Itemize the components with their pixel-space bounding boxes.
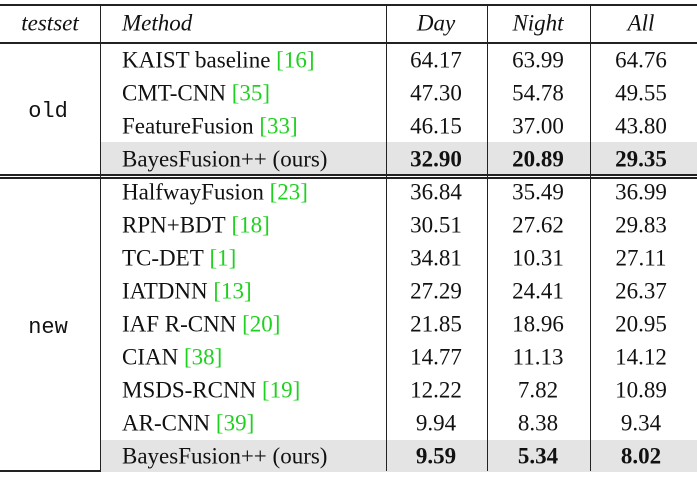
- highlight-row: [101, 142, 697, 174]
- value-night: 18.96: [512, 311, 564, 337]
- value-day: 9.59: [415, 443, 457, 469]
- rule: [0, 42, 697, 44]
- method: CMT-CNN [35]: [122, 80, 271, 105]
- value-day: 32.90: [410, 146, 462, 171]
- value-night: 63.99: [512, 47, 564, 72]
- value-day: 36.84: [410, 179, 462, 205]
- value-all: 10.89: [615, 377, 667, 403]
- citation: [23]: [269, 179, 308, 205]
- value-day: 27.29: [410, 278, 462, 304]
- citation: [20]: [242, 311, 281, 337]
- value-all: 29.83: [615, 212, 667, 238]
- value-night: 5.34: [517, 443, 559, 469]
- value-night: 54.78: [512, 80, 564, 105]
- header-night: Night: [512, 10, 564, 36]
- column-rule: [100, 4, 102, 471]
- value-day: 64.17: [410, 47, 462, 72]
- value-day: 46.15: [410, 113, 462, 138]
- column-rule: [386, 4, 388, 471]
- method: CIAN [38]: [122, 344, 223, 370]
- value-night: 8.38: [517, 410, 559, 436]
- value-night: 7.82: [517, 377, 559, 403]
- value-night: 35.49: [512, 179, 564, 205]
- value-all: 49.55: [615, 80, 667, 105]
- method: KAIST baseline [16]: [122, 47, 315, 72]
- value-all: 20.95: [615, 311, 667, 337]
- rule: [0, 4, 697, 6]
- citation: [33]: [259, 113, 298, 138]
- citation: [18]: [231, 212, 270, 238]
- value-all: 29.35: [615, 146, 667, 171]
- rule: [0, 177, 697, 179]
- rule: [0, 174, 697, 176]
- method: HalfwayFusion [23]: [122, 179, 308, 205]
- method: RPN+BDT [18]: [122, 212, 270, 238]
- value-all: 43.80: [615, 113, 667, 138]
- method: TC-DET [1]: [122, 245, 237, 271]
- method: FeatureFusion [33]: [122, 113, 298, 138]
- value-night: 37.00: [512, 113, 564, 138]
- value-all: 36.99: [615, 179, 667, 205]
- value-day: 30.51: [410, 212, 462, 238]
- value-all: 26.37: [615, 278, 667, 304]
- testset-label: old: [28, 99, 68, 124]
- value-day: 14.77: [410, 344, 462, 370]
- method: IATDNN [13]: [122, 278, 252, 304]
- citation: [13]: [213, 278, 252, 304]
- citation: [35]: [231, 80, 271, 105]
- highlight-row: [101, 439, 697, 472]
- testset-label: new: [28, 314, 68, 340]
- value-night: 10.31: [512, 245, 564, 271]
- value-night: 11.13: [512, 344, 564, 370]
- value-day: 34.81: [410, 245, 462, 271]
- method: IAF R-CNN [20]: [122, 311, 281, 337]
- value-day: 9.94: [415, 410, 457, 436]
- header-testset: testset: [21, 10, 79, 36]
- column-rule: [590, 4, 592, 471]
- citation: [39]: [215, 410, 255, 436]
- value-night: 24.41: [512, 278, 564, 304]
- value-all: 9.34: [620, 410, 662, 436]
- method: BayesFusion++ (ours): [122, 443, 328, 469]
- column-rule: [487, 4, 489, 471]
- header-all: All: [627, 10, 655, 36]
- value-day: 21.85: [410, 311, 462, 337]
- value-day: 47.30: [410, 80, 462, 105]
- citation: [1]: [209, 245, 237, 271]
- citation: [16]: [276, 47, 315, 72]
- value-all: 8.02: [620, 443, 662, 469]
- header-day: Day: [416, 10, 456, 36]
- citation: [38]: [183, 344, 223, 370]
- header-method: Method: [122, 10, 193, 36]
- value-day: 12.22: [410, 377, 462, 403]
- value-all: 64.76: [615, 47, 667, 72]
- method: MSDS-RCNN [19]: [122, 377, 301, 403]
- value-night: 20.89: [512, 146, 564, 171]
- citation: [19]: [261, 377, 301, 403]
- value-all: 27.11: [615, 245, 667, 271]
- value-night: 27.62: [512, 212, 564, 238]
- method: AR-CNN [39]: [122, 410, 255, 436]
- method: BayesFusion++ (ours): [122, 146, 328, 171]
- value-all: 14.12: [615, 344, 667, 370]
